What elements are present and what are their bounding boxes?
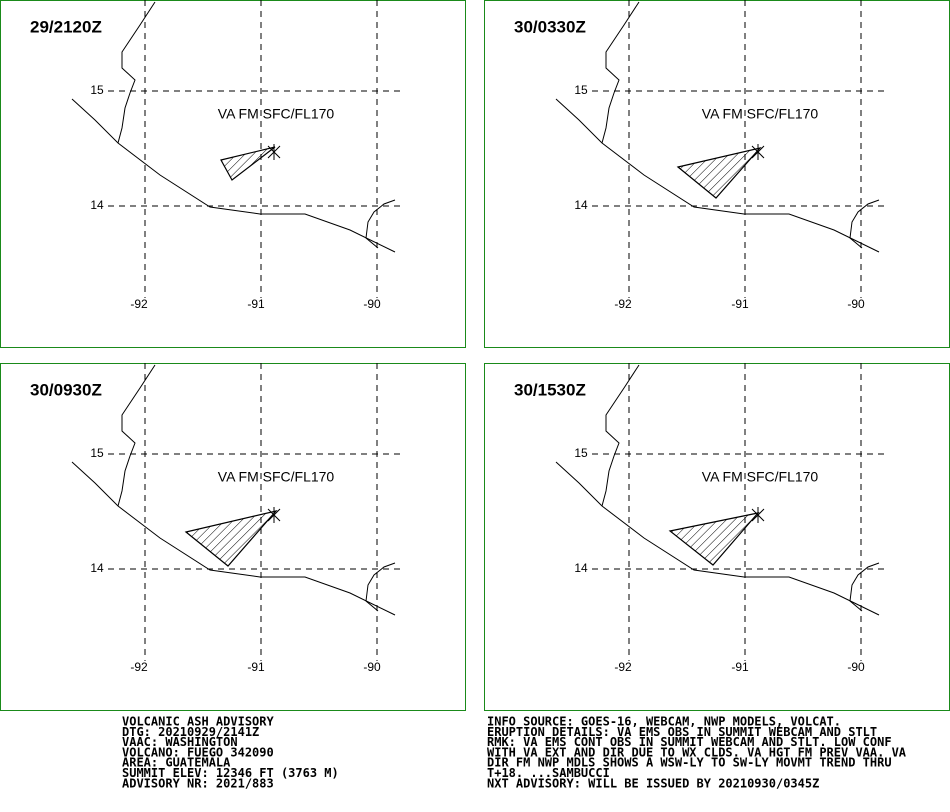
lon-label: -90	[847, 660, 865, 674]
lon-label: -91	[731, 660, 749, 674]
panel-time: 29/2120Z	[30, 17, 102, 36]
coastline	[71, 98, 396, 253]
layer-label: VA FM SFC/FL170	[218, 469, 335, 485]
coastline	[555, 461, 880, 616]
panel-time: 30/0330Z	[514, 17, 586, 36]
coastline	[555, 98, 880, 253]
border	[117, 1, 156, 144]
border	[849, 199, 880, 249]
advisory-line: ADVISORY NR: 2021/883	[122, 776, 274, 790]
lon-label: -92	[614, 297, 632, 311]
lat-label: 14	[90, 198, 104, 212]
lon-label: -92	[130, 297, 148, 311]
lat-label: 15	[574, 83, 588, 97]
panel-border	[0, 363, 466, 711]
layer-label: VA FM SFC/FL170	[218, 106, 335, 122]
advisory-line: WITH VA EXT AND DIR DUE TO WX CLDS. VA H…	[487, 745, 907, 759]
ash-plume	[676, 146, 762, 199]
border	[601, 1, 640, 144]
advisory-line: VOLCANIC ASH ADVISORY	[122, 715, 274, 729]
lon-label: -91	[731, 297, 749, 311]
layer-label: VA FM SFC/FL170	[702, 469, 819, 485]
advisory-line: INFO SOURCE: GOES-16, WEBCAM, NWP MODELS…	[487, 715, 841, 729]
lon-label: -92	[130, 660, 148, 674]
coastline	[71, 461, 396, 616]
layer-label: VA FM SFC/FL170	[702, 106, 819, 122]
advisory-line: ERUPTION DETAILS: VA EMS OBS IN SUMMIT W…	[487, 725, 877, 739]
volcano-marker	[267, 507, 281, 523]
ash-plume	[668, 512, 760, 566]
border	[365, 562, 396, 612]
advisory-line: DTG: 20210929/2141Z	[122, 725, 259, 739]
map-panel: 29/2120Z VA FM SFC/FL170 15 14 -92 -91 -90	[0, 0, 466, 348]
map-panel: 30/1530Z VA FM SFC/FL170 15 14 -92 -91 -90	[484, 363, 950, 711]
map-panel: 30/0330Z VA FM SFC/FL170 15 14 -92 -91 -90	[484, 0, 950, 348]
volcano-marker	[267, 144, 281, 160]
volcano-marker	[751, 144, 765, 160]
lat-label: 15	[574, 446, 588, 460]
advisory-line: VOLCANO: FUEGO 342090	[122, 745, 274, 759]
panel-time: 30/1530Z	[514, 380, 586, 399]
border	[365, 199, 396, 249]
advisory-line: NXT ADVISORY: WILL BE ISSUED BY 20210930…	[487, 776, 819, 790]
lat-label: 14	[574, 561, 588, 575]
advisory-line: AREA: GUATEMALA	[122, 756, 231, 770]
lon-label: -92	[614, 660, 632, 674]
lat-label: 14	[90, 561, 104, 575]
lon-label: -91	[247, 660, 265, 674]
border	[601, 364, 640, 507]
advisory-line: VAAC: WASHINGTON	[122, 735, 238, 749]
lon-label: -91	[247, 297, 265, 311]
lon-label: -90	[847, 297, 865, 311]
lat-label: 15	[90, 83, 104, 97]
lon-label: -90	[363, 297, 381, 311]
ash-plume	[184, 509, 278, 567]
volcano-marker	[751, 507, 765, 523]
panel-time: 30/0930Z	[30, 380, 102, 399]
lon-label: -90	[363, 660, 381, 674]
panel-border	[0, 0, 466, 348]
advisory-line: RMK: VA EMS CONT OBS IN SUMMIT WEBCAM AN…	[487, 735, 892, 749]
border	[117, 364, 156, 507]
advisory-line: T+18. ...SAMBUCCI	[487, 766, 610, 780]
border	[849, 562, 880, 612]
advisory-line: DIR FM NWP MDLS SHOWS A WSW-LY TO SW-LY …	[487, 756, 892, 770]
map-panel: 30/0930Z VA FM SFC/FL170 15 14 -92 -91 -90	[0, 363, 466, 711]
lat-label: 14	[574, 198, 588, 212]
lat-label: 15	[90, 446, 104, 460]
advisory-line: SUMMIT ELEV: 12346 FT (3763 M)	[122, 766, 339, 780]
ash-plume	[220, 146, 276, 181]
